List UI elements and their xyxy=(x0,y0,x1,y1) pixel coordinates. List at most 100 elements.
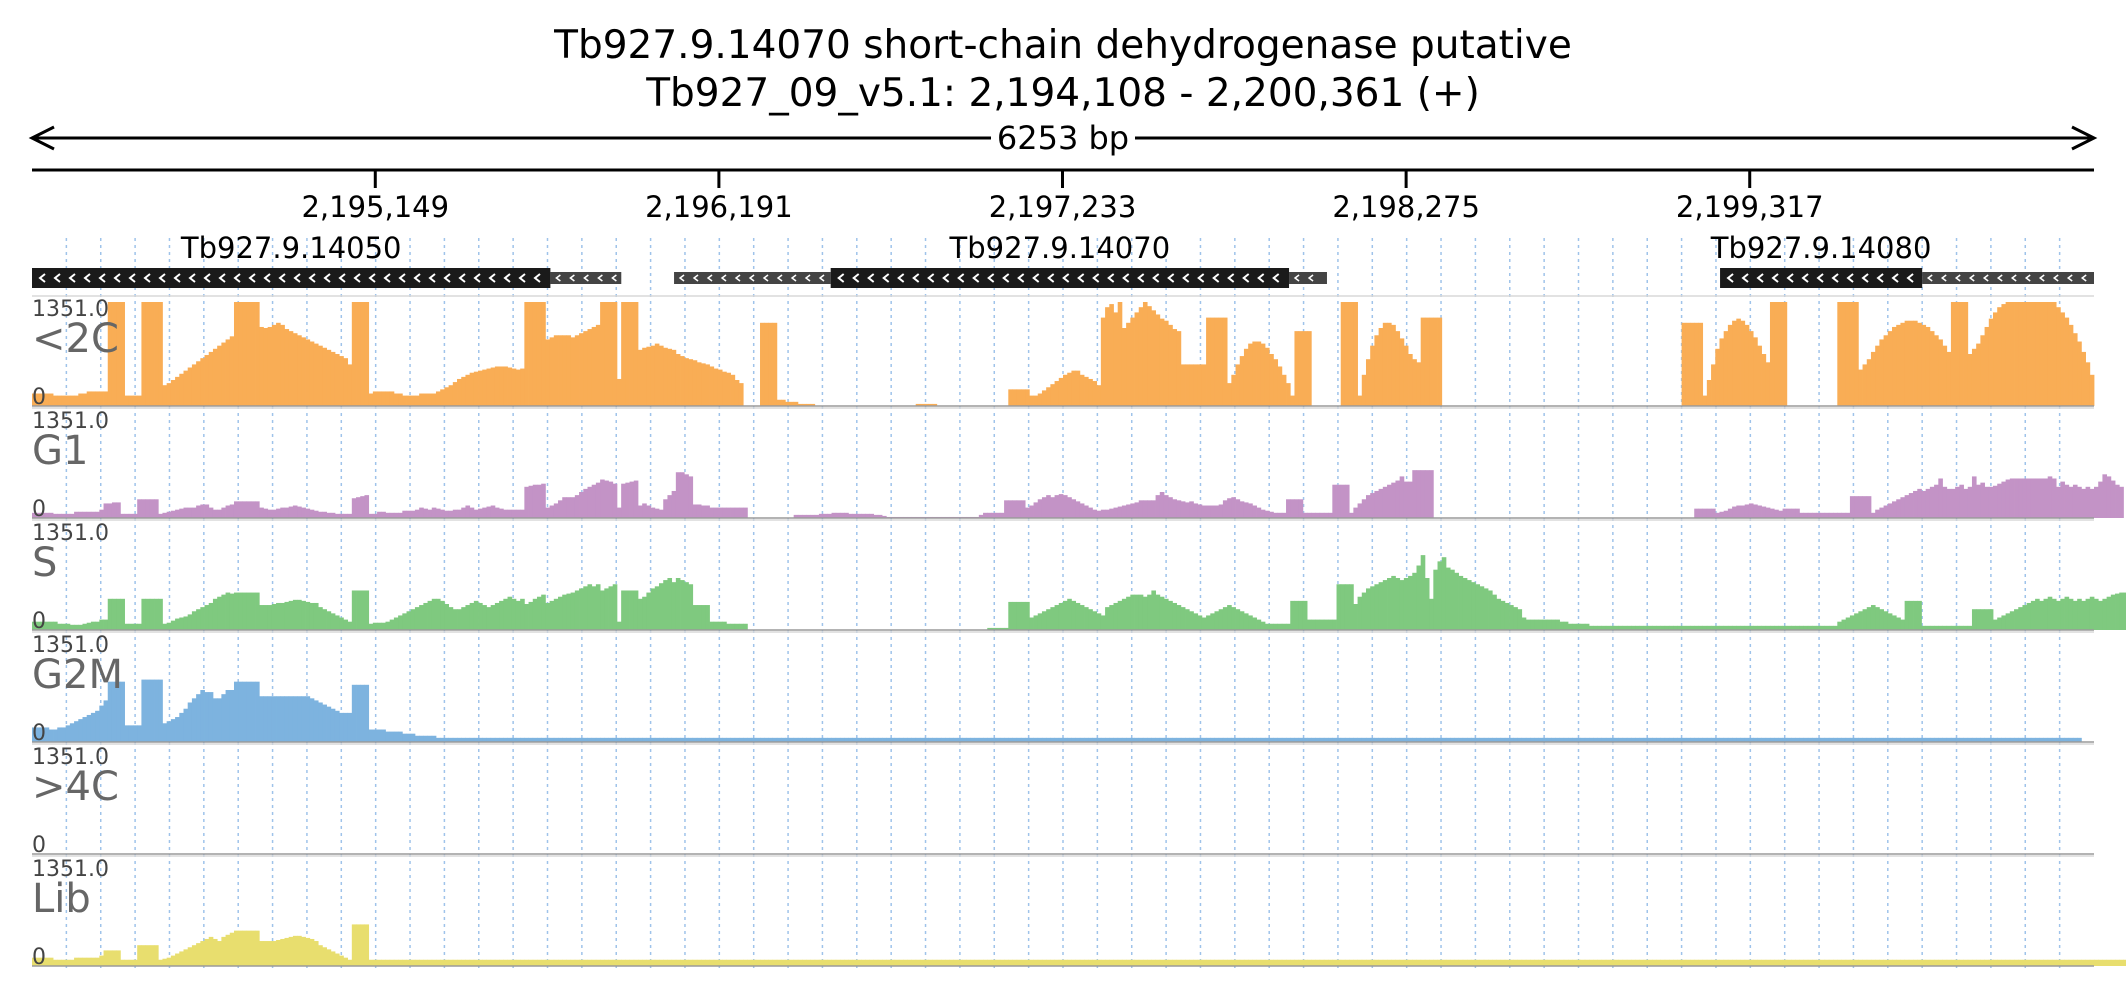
coverage-bar xyxy=(402,510,407,518)
coverage-bar xyxy=(1517,959,1523,966)
coverage-bar xyxy=(1719,511,1725,518)
coverage-bar xyxy=(818,737,824,742)
coverage-bar xyxy=(1525,737,1531,742)
coverage-bar xyxy=(852,737,858,742)
coverage-bar xyxy=(932,959,938,966)
coverage-bar xyxy=(1643,625,1649,630)
coverage-bar xyxy=(1370,345,1375,406)
strand-chevron-icon xyxy=(1756,273,1764,283)
coverage-bar xyxy=(1950,302,1956,406)
coverage-bar xyxy=(1984,959,1990,966)
coverage-bar xyxy=(1180,959,1186,966)
coverage-bar xyxy=(238,302,243,406)
coverage-bar xyxy=(1538,959,1544,966)
coverage-bar xyxy=(398,959,403,966)
coverage-bar xyxy=(1685,625,1691,630)
coverage-bar xyxy=(713,737,719,742)
coverage-bar xyxy=(692,959,698,966)
coverage-bar xyxy=(1858,611,1863,630)
coverage-bar xyxy=(183,616,189,630)
coverage-bar xyxy=(204,355,210,406)
coverage-bar xyxy=(1942,625,1948,630)
coverage-bar xyxy=(1572,959,1577,966)
coverage-bar xyxy=(1353,959,1358,966)
coverage-bar xyxy=(1445,959,1451,966)
coverage-bar xyxy=(1900,737,1906,742)
coverage-bar xyxy=(267,605,273,630)
coverage-bar xyxy=(107,503,113,518)
strand-chevron-icon xyxy=(734,274,741,282)
coverage-bar xyxy=(1273,623,1279,630)
coverage-bar xyxy=(1913,959,1918,966)
coverage-bar xyxy=(1256,619,1262,630)
coverage-bar xyxy=(1071,600,1077,630)
coverage-bar xyxy=(2123,592,2126,630)
coverage-bar xyxy=(301,696,306,742)
coverage-bar xyxy=(1761,737,1767,742)
coverage-bar xyxy=(1016,500,1022,518)
coverage-bar xyxy=(1252,617,1257,630)
coverage-bar xyxy=(137,395,142,406)
track-4: 1351.0>4C0 xyxy=(32,743,2094,858)
coverage-bar xyxy=(570,592,576,630)
track-min-label: 0 xyxy=(32,497,46,522)
coverage-bar xyxy=(1235,499,1241,518)
coverage-bar xyxy=(2081,488,2086,518)
coverage-bar xyxy=(334,710,340,742)
coverage-bar xyxy=(2060,312,2065,406)
coverage-bar xyxy=(1875,607,1880,630)
coverage-bar xyxy=(111,598,117,630)
coverage-bar xyxy=(1033,502,1039,518)
coverage-bar xyxy=(1037,393,1043,406)
coverage-bar xyxy=(1647,625,1653,630)
coverage-bar xyxy=(949,737,954,742)
coverage-bar xyxy=(406,510,412,518)
coverage-bar xyxy=(1643,737,1649,742)
coverage-bar xyxy=(1399,737,1405,742)
coverage-bar xyxy=(1429,317,1434,406)
coverage-bar xyxy=(212,598,218,630)
coverage-bar xyxy=(1761,625,1767,630)
coverage-bar xyxy=(966,737,971,742)
coverage-bar xyxy=(730,959,736,966)
coverage-bar xyxy=(1340,737,1346,742)
coverage-bar xyxy=(452,382,458,406)
coverage-bar xyxy=(1100,737,1106,742)
coverage-bar xyxy=(297,599,302,630)
coverage-bar xyxy=(1841,302,1847,406)
coverage-bar xyxy=(1197,737,1203,742)
coverage-bar xyxy=(238,592,243,630)
coverage-bar xyxy=(1723,510,1729,518)
coverage-bar xyxy=(907,959,912,966)
coverage-bar xyxy=(141,679,147,742)
coverage-bar xyxy=(604,737,609,742)
coverage-bar xyxy=(616,507,622,518)
coverage-bar xyxy=(381,622,386,630)
coverage-bar xyxy=(1942,959,1948,966)
coverage-bar xyxy=(1130,503,1135,518)
coverage-bar xyxy=(461,737,466,742)
coverage-bar xyxy=(389,619,395,630)
coverage-bar xyxy=(2056,486,2061,518)
coverage-bar xyxy=(1092,509,1098,518)
coverage-bar xyxy=(1816,625,1821,630)
coverage-bar xyxy=(2085,598,2091,630)
coverage-bar xyxy=(482,507,487,518)
coverage-bar xyxy=(970,959,976,966)
coverage-bar xyxy=(288,600,294,630)
coverage-bar xyxy=(1837,959,1842,966)
coverage-bar xyxy=(1231,497,1236,518)
coverage-bar xyxy=(364,684,370,742)
coverage-bar xyxy=(574,335,580,406)
coverage-bar xyxy=(974,737,980,742)
coverage-bar xyxy=(823,959,828,966)
coverage-bar xyxy=(1934,959,1939,966)
coverage-bar xyxy=(381,511,386,518)
coverage-bar xyxy=(705,364,710,406)
coverage-bar xyxy=(1870,605,1876,630)
coverage-bar xyxy=(1450,569,1455,630)
coverage-bar xyxy=(444,387,450,406)
coverage-bar xyxy=(1589,959,1594,966)
coverage-bar xyxy=(1946,625,1952,630)
coverage-bar xyxy=(1286,499,1291,518)
